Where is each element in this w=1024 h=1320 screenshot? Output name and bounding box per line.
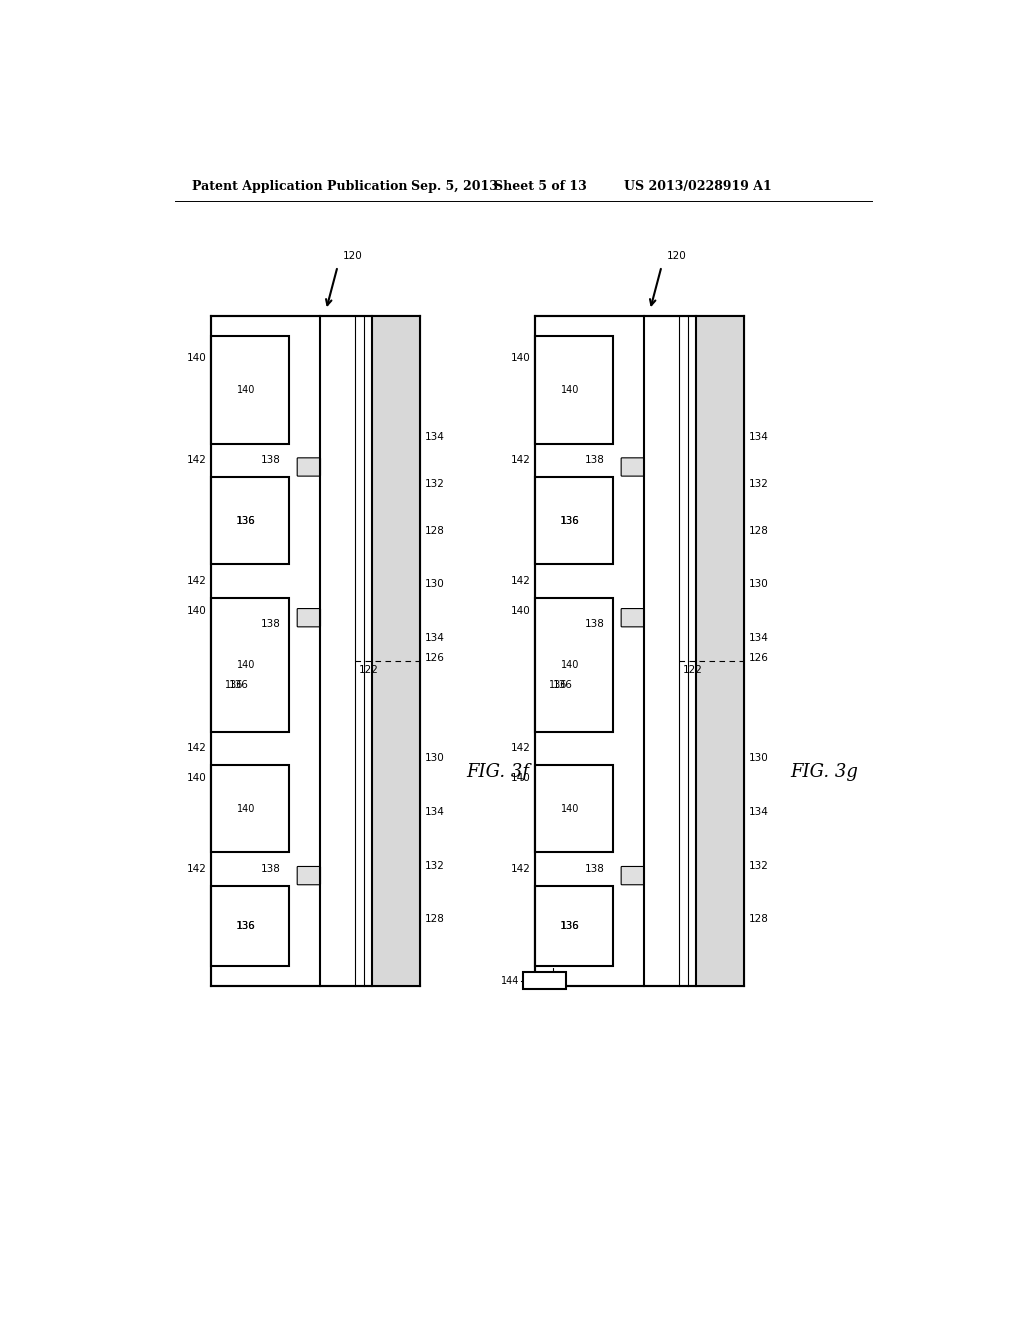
Text: 142: 142 [511,455,531,465]
Text: 142: 142 [187,863,207,874]
Text: 120: 120 [343,251,362,261]
FancyBboxPatch shape [297,609,321,627]
Text: Patent Application Publication: Patent Application Publication [191,181,408,194]
Bar [535,317,744,986]
Text: 142: 142 [187,576,207,586]
Text: 120: 120 [667,251,687,261]
Text: 142: 142 [187,743,207,754]
Text: Sep. 5, 2013: Sep. 5, 2013 [411,181,498,194]
Text: 136: 136 [561,516,580,525]
Text: 126: 126 [425,653,444,663]
Text: 142: 142 [511,743,531,754]
Bar [535,598,613,731]
Text: 128: 128 [749,525,769,536]
Text: 140: 140 [187,774,207,783]
Text: 128: 128 [749,915,769,924]
Text: 132: 132 [425,861,444,871]
Text: 130: 130 [425,754,444,763]
Text: 134: 134 [425,632,444,643]
Text: US 2013/0228919 A1: US 2013/0228919 A1 [624,181,772,194]
Text: 138: 138 [585,863,604,874]
Text: 140: 140 [237,804,255,813]
Bar [535,337,613,444]
Bar [523,973,566,989]
Text: 134: 134 [749,432,769,442]
Bar [211,477,289,564]
Text: 140: 140 [187,352,207,363]
Text: 140: 140 [237,660,255,669]
Bar [535,886,613,966]
Bar [535,477,613,564]
Bar [211,886,289,966]
Text: 138: 138 [585,455,604,465]
Text: 122: 122 [358,665,379,676]
Text: 132: 132 [749,861,769,871]
FancyBboxPatch shape [297,866,321,884]
Text: 140: 140 [561,660,580,669]
Text: 140: 140 [511,352,531,363]
Text: Sheet 5 of 13: Sheet 5 of 13 [494,181,587,194]
Text: 136: 136 [237,921,256,931]
FancyBboxPatch shape [622,458,644,477]
Text: 142: 142 [511,576,531,586]
Bar [535,766,613,853]
Text: 136: 136 [552,680,572,689]
FancyBboxPatch shape [297,458,321,477]
Text: 128: 128 [425,915,444,924]
Bar [211,317,420,986]
Text: 140: 140 [187,606,207,616]
Text: 128: 128 [425,525,444,536]
Bar [696,317,744,986]
FancyBboxPatch shape [622,866,644,884]
FancyBboxPatch shape [622,609,644,627]
Text: 132: 132 [425,479,444,488]
Bar [211,598,289,731]
Text: 138: 138 [261,455,281,465]
Text: FIG. 3g: FIG. 3g [791,763,858,781]
Text: 136: 136 [561,921,580,931]
Text: 136: 136 [560,921,580,931]
Bar [211,766,289,853]
Text: 134: 134 [425,432,444,442]
Text: 126: 126 [749,653,769,663]
Text: 138: 138 [261,863,281,874]
Text: 138: 138 [585,619,604,630]
Bar [211,337,289,444]
Text: 136: 136 [237,516,255,525]
Text: 142: 142 [187,455,207,465]
Text: 138: 138 [261,619,281,630]
Text: 140: 140 [237,385,255,395]
Text: 140: 140 [561,804,580,813]
Text: 136: 136 [237,516,256,525]
Text: 122: 122 [683,665,702,676]
Text: 140: 140 [511,606,531,616]
Bar [372,317,420,986]
Text: 134: 134 [425,807,444,817]
Text: 136: 136 [228,680,248,689]
Text: 130: 130 [749,754,769,763]
Text: 140: 140 [511,774,531,783]
Text: 134: 134 [749,632,769,643]
Text: 144: 144 [501,975,519,986]
Text: 136: 136 [549,680,567,689]
Text: 136: 136 [560,516,580,525]
Text: 140: 140 [561,385,580,395]
Text: 136: 136 [237,921,255,931]
Text: 132: 132 [749,479,769,488]
Text: 130: 130 [749,579,769,589]
Text: 142: 142 [511,863,531,874]
Text: 134: 134 [749,807,769,817]
Text: FIG. 3f: FIG. 3f [467,763,529,781]
Text: 136: 136 [225,680,244,689]
Text: 130: 130 [425,579,444,589]
